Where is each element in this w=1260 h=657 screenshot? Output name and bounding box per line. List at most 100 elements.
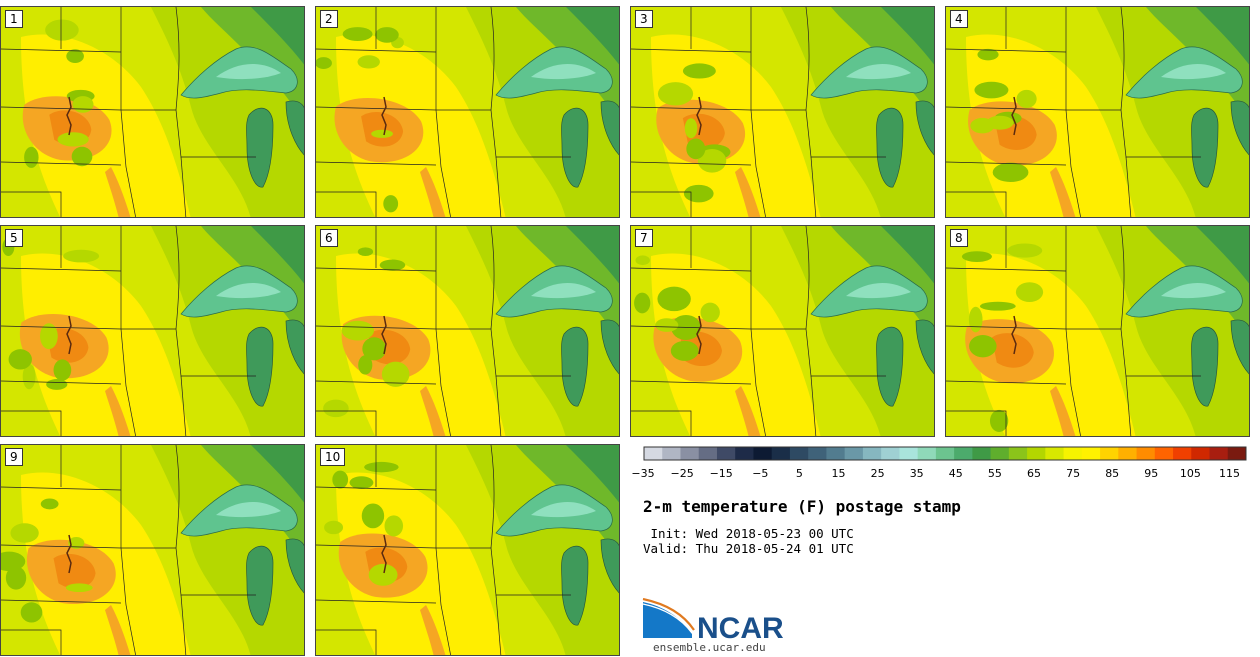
colorbar-tick-label: −5: [752, 467, 768, 480]
border-line: [631, 380, 752, 385]
green-patch: [670, 340, 699, 361]
colorbar-bin: [1154, 447, 1174, 460]
border-line: [1, 48, 122, 53]
member-panel-3: 3: [630, 6, 935, 218]
cool-north-field: [201, 7, 304, 124]
border-line: [946, 106, 1067, 111]
border-line: [1125, 375, 1132, 436]
green-patch: [72, 96, 94, 113]
cool-north-field: [831, 226, 934, 343]
green-patch: [368, 563, 398, 586]
green-patch: [968, 306, 983, 333]
border-line: [946, 267, 1067, 272]
green-patch: [332, 470, 349, 489]
green-patch: [53, 359, 72, 381]
border-line: [316, 380, 437, 385]
lake-superior-core: [846, 282, 911, 299]
colorbar-tick-label: 55: [988, 467, 1002, 480]
temperature-map: [316, 226, 619, 436]
temperature-map: [1, 226, 304, 436]
border-line: [946, 191, 1007, 217]
border-line: [631, 325, 752, 330]
colorbar-tick-label: 35: [910, 467, 924, 480]
lake-superior-core: [1161, 63, 1226, 80]
coolest-north-field: [251, 7, 304, 65]
colorbar-bin: [662, 447, 681, 460]
border-line: [1, 191, 62, 217]
border-line: [316, 106, 437, 111]
green-patch: [384, 515, 404, 537]
warm-streak: [735, 167, 761, 217]
coolest-north-field: [566, 226, 619, 284]
temperature-colorbar: −35 −25 −15 −5 5 15 25 35 45 55 65 75 85 95 105 115: [631, 446, 1247, 480]
river-feature: [1011, 96, 1017, 136]
colorbar-tick-label: −15: [710, 467, 733, 480]
border-line: [1120, 226, 1125, 330]
border-line: [751, 328, 886, 377]
lake-superior-core: [846, 63, 911, 80]
border-line: [435, 7, 451, 217]
green-patch: [635, 255, 650, 266]
border-line: [120, 7, 136, 217]
border-line: [631, 106, 752, 111]
border-line: [946, 380, 1067, 385]
member-label: 10: [320, 448, 346, 466]
border-line: [121, 328, 256, 377]
warm-streak: [105, 167, 131, 217]
coolest-north-field: [1196, 226, 1249, 284]
green-patch: [657, 82, 694, 106]
colorbar-bin: [808, 447, 827, 460]
border-line: [750, 226, 766, 436]
border-line: [316, 629, 377, 655]
member-panel-1: 1: [0, 6, 305, 218]
lake-michigan: [876, 107, 904, 188]
colorbar-bin: [954, 447, 973, 460]
coolest-north-field: [251, 445, 304, 503]
member-label: 3: [635, 10, 653, 28]
green-patch: [989, 409, 1009, 432]
colorbar-bin: [1063, 447, 1083, 460]
member-panel-7: 7: [630, 225, 935, 437]
border-line: [946, 161, 1067, 166]
member-panel-5: 5: [0, 225, 305, 437]
init-time: Init: Wed 2018-05-23 00 UTC: [643, 526, 854, 541]
lake-huron: [285, 319, 304, 375]
border-line: [316, 544, 437, 549]
border-line: [121, 547, 256, 596]
figure-title: 2-m temperature (F) postage stamp: [643, 497, 961, 516]
warm-streak: [420, 167, 446, 217]
border-line: [175, 7, 180, 111]
lake-huron: [285, 100, 304, 156]
cool-north-field: [1146, 7, 1249, 124]
green-patch: [324, 520, 344, 535]
colorbar-bin: [716, 447, 736, 460]
border-line: [175, 445, 180, 549]
warm-streak: [105, 605, 131, 655]
green-patch: [5, 566, 27, 590]
border-line: [750, 7, 766, 217]
colorbar-tick-label: 65: [1027, 467, 1041, 480]
green-patch: [1007, 243, 1043, 258]
border-line: [120, 445, 136, 655]
colorbar-bin: [1045, 447, 1064, 460]
border-line: [1, 544, 122, 549]
coolest-north-field: [1196, 7, 1249, 65]
member-panel-6: 6: [315, 225, 620, 437]
border-line: [946, 48, 1067, 53]
green-patch: [20, 602, 43, 623]
green-patch: [979, 301, 1016, 311]
border-line: [120, 226, 136, 436]
colorbar-bin: [1100, 447, 1119, 460]
cool-north-field: [516, 445, 619, 562]
lake-superior-core: [531, 501, 596, 518]
green-patch: [1015, 282, 1044, 302]
colorbar-tick-label: 5: [796, 467, 803, 480]
colorbar-bin: [1173, 447, 1192, 460]
border-line: [316, 325, 437, 330]
cool-north-field: [201, 226, 304, 343]
border-line: [316, 191, 377, 217]
colorbar-bin: [881, 447, 900, 460]
border-line: [1065, 226, 1081, 436]
green-patch: [45, 19, 79, 41]
border-line: [316, 48, 437, 53]
